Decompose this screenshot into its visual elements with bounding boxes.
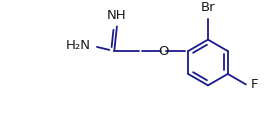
Text: F: F <box>250 78 258 91</box>
Text: NH: NH <box>107 9 127 22</box>
Text: H₂N: H₂N <box>65 39 90 52</box>
Text: Br: Br <box>201 1 215 14</box>
Text: O: O <box>158 45 169 58</box>
